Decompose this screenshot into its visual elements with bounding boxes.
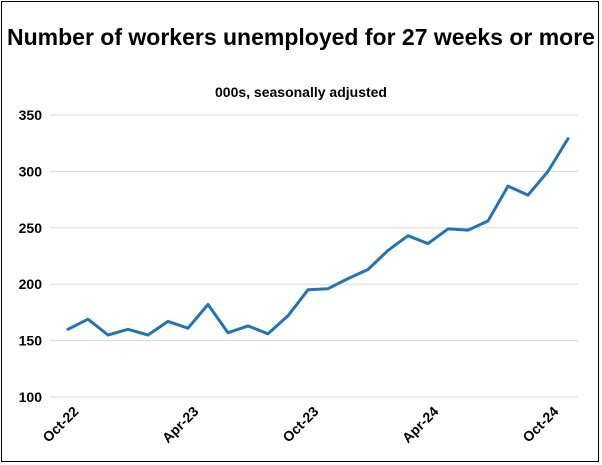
y-tick-label: 150 — [19, 333, 43, 349]
x-tick-label: Oct-23 — [279, 403, 321, 445]
x-tick-label: Oct-24 — [519, 403, 561, 445]
x-tick-label: Apr-24 — [399, 403, 442, 446]
y-tick-label: 250 — [19, 220, 43, 236]
x-tick-label: Apr-23 — [159, 403, 202, 446]
x-tick-label: Oct-22 — [39, 403, 81, 445]
y-tick-label: 350 — [19, 107, 43, 123]
chart-subtitle: 000s, seasonally adjusted — [215, 84, 387, 100]
y-tick-label: 100 — [19, 389, 43, 405]
y-tick-label: 300 — [19, 163, 43, 179]
series-line — [66, 137, 570, 337]
chart-title: Number of workers unemployed for 27 week… — [7, 24, 595, 50]
y-tick-label: 200 — [19, 276, 43, 292]
